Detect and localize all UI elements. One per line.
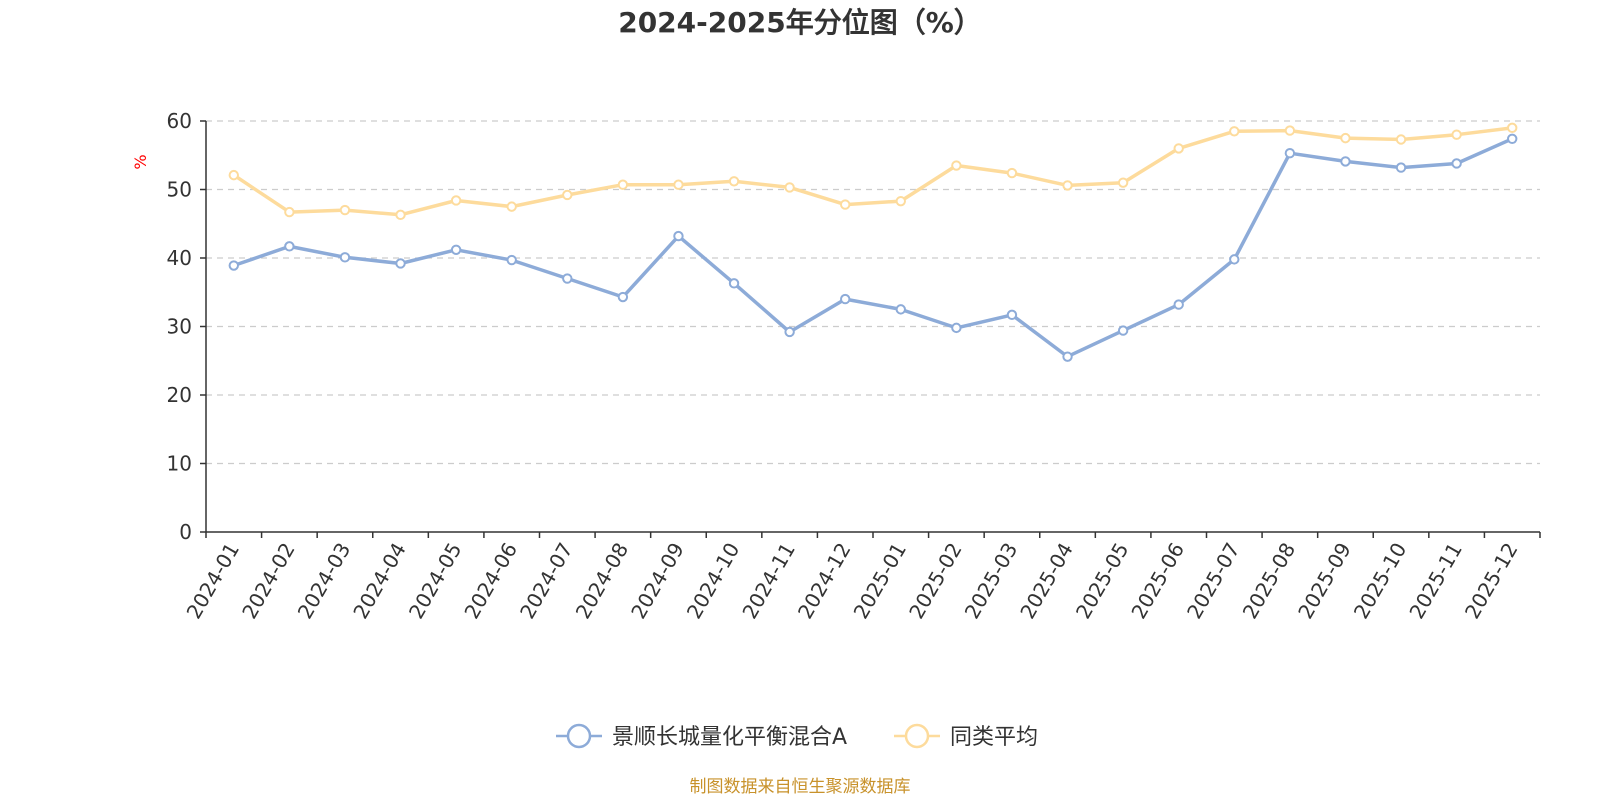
- data-point-series-1[interactable]: [840, 293, 851, 305]
- legend-item-1[interactable]: 景顺长城量化平衡混合A: [556, 723, 847, 750]
- data-point-series-1[interactable]: [1507, 133, 1518, 145]
- data-point-series-2[interactable]: [840, 199, 851, 210]
- x-tick-label: 2025-10: [1349, 539, 1412, 623]
- x-tick-label: 2025-05: [1071, 539, 1134, 623]
- x-tick-label: 2024-05: [404, 539, 467, 623]
- x-tick-label: 2024-01: [182, 539, 245, 623]
- y-tick-label: 0: [179, 520, 192, 544]
- legend: 景顺长城量化平衡混合A 同类平均: [556, 723, 1038, 750]
- data-point-series-1[interactable]: [228, 260, 239, 271]
- grid-lines: [206, 120, 1540, 465]
- data-point-series-1[interactable]: [1062, 351, 1073, 362]
- y-axis-label: %: [131, 154, 150, 169]
- x-tick-label: 2024-09: [626, 539, 689, 623]
- data-point-series-2[interactable]: [784, 182, 795, 193]
- series-line-2: [232, 126, 1514, 217]
- axes: 01020304050602024-012024-022024-032024-0…: [167, 109, 1541, 623]
- data-point-series-2[interactable]: [1173, 143, 1184, 154]
- data-point-series-1[interactable]: [1340, 156, 1351, 167]
- data-point-series-1[interactable]: [450, 244, 462, 255]
- data-point-series-2[interactable]: [1395, 134, 1407, 145]
- x-tick-label: 2025-04: [1015, 539, 1078, 623]
- x-tick-label: 2025-06: [1126, 539, 1189, 623]
- x-tick-label: 2025-11: [1404, 539, 1467, 623]
- x-tick-label: 2025-09: [1293, 539, 1356, 623]
- data-point-series-1[interactable]: [395, 258, 406, 269]
- x-tick-label: 2024-07: [515, 539, 578, 623]
- legend-item-2[interactable]: 同类平均: [894, 723, 1038, 750]
- x-tick-label: 2024-02: [237, 539, 300, 623]
- data-point-series-1[interactable]: [1229, 254, 1240, 265]
- series-line-1: [232, 137, 1514, 359]
- data-point-series-2[interactable]: [1284, 125, 1296, 136]
- data-point-series-1[interactable]: [673, 230, 684, 242]
- x-tick-label: 2024-12: [793, 539, 856, 623]
- series-lines: [228, 122, 1518, 362]
- data-point-series-2[interactable]: [562, 189, 573, 201]
- data-point-series-2[interactable]: [1117, 177, 1129, 188]
- y-tick-label: 10: [167, 452, 192, 476]
- chart-title: 2024-2025年分位图（%）: [618, 6, 982, 39]
- data-point-series-2[interactable]: [1229, 126, 1240, 137]
- legend-marker: [566, 723, 592, 749]
- legend-marker: [904, 723, 930, 749]
- data-point-series-2[interactable]: [1340, 132, 1351, 144]
- data-point-series-1[interactable]: [1284, 147, 1296, 159]
- data-point-series-1[interactable]: [1395, 162, 1407, 173]
- y-tick-label: 60: [167, 109, 192, 133]
- data-point-series-2[interactable]: [617, 179, 629, 190]
- data-point-series-1[interactable]: [506, 254, 517, 266]
- data-point-series-2[interactable]: [228, 169, 239, 181]
- data-point-series-2[interactable]: [506, 201, 517, 212]
- x-tick-label: 2025-07: [1182, 539, 1245, 623]
- data-point-series-1[interactable]: [284, 241, 295, 252]
- x-tick-label: 2024-03: [293, 539, 356, 623]
- data-point-series-2[interactable]: [1062, 180, 1073, 191]
- data-point-series-1[interactable]: [728, 278, 740, 289]
- data-point-series-2[interactable]: [951, 160, 962, 171]
- y-tick-label: 40: [167, 246, 192, 270]
- x-tick-label: 2025-02: [904, 539, 967, 623]
- legend-label: 景顺长城量化平衡混合A: [612, 725, 847, 750]
- data-point-series-1[interactable]: [562, 273, 573, 284]
- x-tick-label: 2024-10: [682, 539, 745, 623]
- data-point-series-2[interactable]: [673, 179, 684, 190]
- data-point-series-2[interactable]: [395, 209, 406, 221]
- x-tick-label: 2025-03: [960, 539, 1023, 623]
- data-point-series-1[interactable]: [617, 291, 629, 303]
- data-point-series-1[interactable]: [1173, 299, 1184, 310]
- data-point-series-2[interactable]: [1507, 122, 1518, 134]
- data-point-series-2[interactable]: [1451, 129, 1462, 140]
- y-tick-label: 50: [167, 178, 192, 202]
- y-tick-label: 20: [167, 383, 192, 407]
- data-point-series-2[interactable]: [1006, 167, 1018, 179]
- x-tick-label: 2024-06: [459, 539, 522, 623]
- x-tick-label: 2024-08: [571, 539, 634, 623]
- x-tick-label: 2025-12: [1460, 539, 1523, 623]
- legend-label: 同类平均: [950, 725, 1038, 750]
- data-point-series-1[interactable]: [339, 252, 351, 263]
- data-point-series-2[interactable]: [339, 204, 351, 216]
- x-tick-label: 2024-11: [737, 539, 800, 623]
- data-point-series-1[interactable]: [895, 304, 906, 315]
- x-tick-label: 2025-08: [1238, 539, 1301, 623]
- data-point-series-2[interactable]: [728, 176, 740, 187]
- x-tick-label: 2025-01: [849, 539, 912, 623]
- source-note: 制图数据来自恒生聚源数据库: [690, 777, 911, 797]
- data-point-series-2[interactable]: [284, 206, 295, 218]
- data-point-series-1[interactable]: [1006, 309, 1018, 321]
- data-point-series-1[interactable]: [1451, 158, 1462, 169]
- data-point-series-1[interactable]: [784, 326, 795, 338]
- data-point-series-1[interactable]: [951, 322, 962, 334]
- x-tick-label: 2024-04: [348, 539, 411, 623]
- data-point-series-1[interactable]: [1117, 325, 1129, 336]
- data-point-series-2[interactable]: [450, 195, 462, 206]
- data-point-series-2[interactable]: [895, 195, 906, 207]
- y-tick-label: 30: [167, 315, 192, 339]
